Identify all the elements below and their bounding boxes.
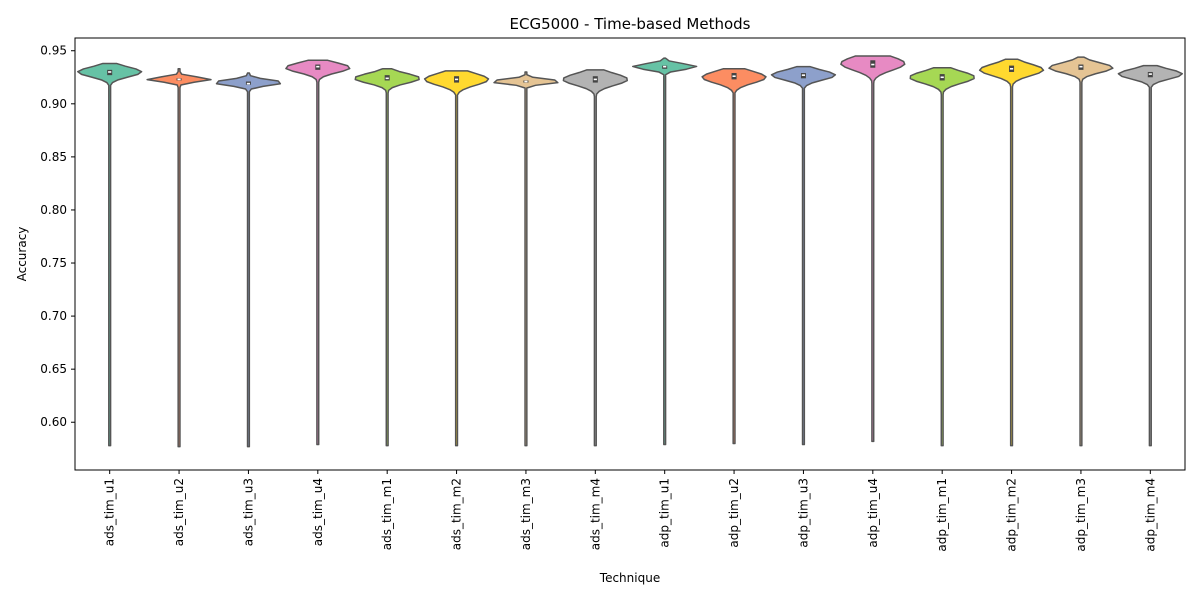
violin-ads_tim_m4	[562, 69, 628, 447]
violin-adp_tim_u1	[632, 57, 698, 446]
x-tick-label: ads_tim_u4	[311, 478, 325, 546]
y-tick-label: 0.90	[40, 97, 67, 111]
x-tick-label: ads_tim_m4	[588, 478, 602, 550]
y-tick-label: 0.95	[40, 44, 67, 58]
violin-ads_tim_u4	[285, 59, 351, 446]
x-tick-label: ads_tim_m3	[519, 478, 533, 550]
violins-group	[77, 55, 1183, 448]
chart-title: ECG5000 - Time-based Methods	[510, 15, 751, 33]
x-tick-label: adp_tim_u1	[658, 478, 672, 548]
y-tick-label: 0.80	[40, 203, 67, 217]
violin-ads_tim_u3	[215, 72, 282, 448]
violin-ads_tim_m3	[493, 71, 559, 447]
x-tick-label: ads_tim_u1	[103, 478, 117, 546]
x-tick-label: adp_tim_m4	[1143, 478, 1157, 552]
x-tick-label: adp_tim_u2	[727, 478, 741, 548]
plot-frame	[74, 37, 1186, 471]
y-axis: 0.60 0.65 0.70 0.75 0.80 0.85 0.90 0.95	[40, 44, 75, 429]
x-axis: ads_tim_u1 ads_tim_u2 ads_tim_u3 ads_tim_u4…	[103, 470, 1157, 552]
x-tick-label: adp_tim_u4	[866, 478, 880, 548]
violin-adp_tim_u2	[701, 68, 767, 445]
x-tick-label: ads_tim_m2	[450, 478, 464, 550]
y-tick-label: 0.75	[40, 256, 67, 270]
violin-ads_tim_m2	[423, 70, 490, 447]
violin-adp_tim_m3	[1048, 56, 1114, 447]
violin-ads_tim_u2	[146, 68, 212, 448]
x-tick-label: adp_tim_m2	[1005, 478, 1019, 552]
violin-adp_tim_m1	[909, 66, 975, 447]
violin-adp_tim_u3	[770, 65, 837, 446]
x-tick-label: adp_tim_m1	[935, 478, 949, 552]
x-tick-label: adp_tim_u3	[796, 478, 810, 548]
y-axis-label: Accuracy	[15, 227, 29, 282]
x-tick-label: adp_tim_m3	[1074, 478, 1088, 552]
violin-ads_tim_m1	[354, 68, 420, 447]
x-axis-label: Technique	[599, 571, 660, 585]
x-tick-label: ads_tim_u3	[241, 478, 255, 546]
violin-ads_tim_u1	[77, 62, 143, 447]
violin-adp_tim_u4	[840, 55, 906, 443]
violin-adp_tim_m4	[1117, 64, 1183, 447]
y-tick-label: 0.85	[40, 150, 67, 164]
x-tick-label: ads_tim_u2	[172, 478, 186, 546]
y-tick-label: 0.70	[40, 309, 67, 323]
x-tick-label: ads_tim_m1	[380, 478, 394, 550]
violin-adp_tim_m2	[978, 58, 1045, 447]
y-tick-label: 0.65	[40, 362, 67, 376]
y-tick-label: 0.60	[40, 415, 67, 429]
